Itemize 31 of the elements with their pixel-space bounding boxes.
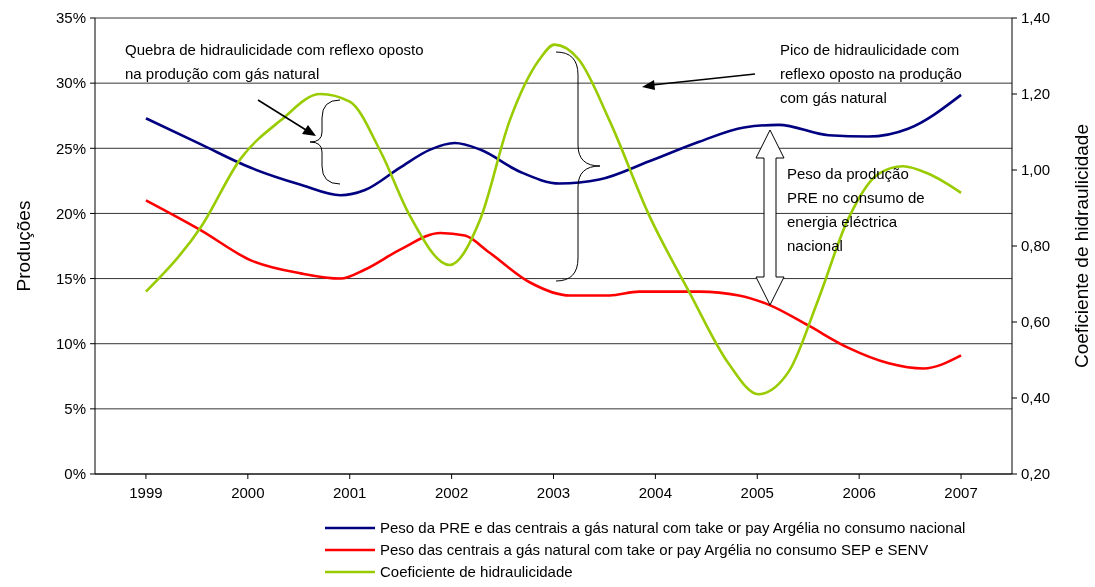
y2-tick-label: 1,00	[1021, 161, 1051, 179]
x-tick-label: 2002	[434, 484, 469, 501]
x-tick-label: 2004	[638, 484, 673, 501]
y-tick-label: 10%	[55, 334, 86, 352]
y-tick-label: 30%	[55, 74, 86, 92]
x-tick-label: 2006	[842, 484, 876, 501]
y2-tick-label: 0,60	[1021, 313, 1051, 331]
y2-tick-label: 0,40	[1021, 389, 1051, 407]
y2-tick-label: 1,20	[1021, 85, 1051, 103]
legend-label: Peso das centrais a gás natural com take or pay Argélia no consumo SEP e SENV	[380, 541, 929, 559]
annotation: Quebra de hidraulicidade com reflexo oposto na produção com gás natural	[125, 41, 424, 82]
y2-tick-label: 0,20	[1021, 465, 1051, 483]
y-tick-label: 0%	[64, 465, 86, 483]
x-tick-label: 2000	[231, 484, 265, 501]
legend-label: Peso da PRE e das centrais a gás natural com take or pay Argélia no consumo nacional	[380, 519, 966, 537]
y-tick-label: 15%	[55, 269, 86, 287]
x-tick-label: 2007	[944, 484, 978, 501]
y-tick-label: 5%	[64, 400, 86, 418]
annotation: Pico de hidraulicidade com reflexo oposto na produção com gás natural	[780, 41, 962, 106]
legend-label: Coeficiente de hidraulicidade	[380, 563, 573, 581]
y-axis-title: Produções	[13, 200, 34, 292]
x-tick-label: 1999	[129, 484, 163, 501]
y2-tick-label: 1,40	[1021, 9, 1051, 27]
x-tick-label: 2003	[536, 484, 571, 501]
y-tick-label: 25%	[55, 139, 86, 157]
y2-tick-label: 0,80	[1021, 237, 1051, 255]
y2-axis-title: Coeficiente de hidraulicidade	[1071, 124, 1092, 368]
x-tick-label: 2005	[740, 484, 774, 501]
y-tick-label: 35%	[55, 9, 86, 27]
y-tick-label: 20%	[55, 204, 86, 222]
x-tick-label: 2001	[333, 484, 367, 501]
